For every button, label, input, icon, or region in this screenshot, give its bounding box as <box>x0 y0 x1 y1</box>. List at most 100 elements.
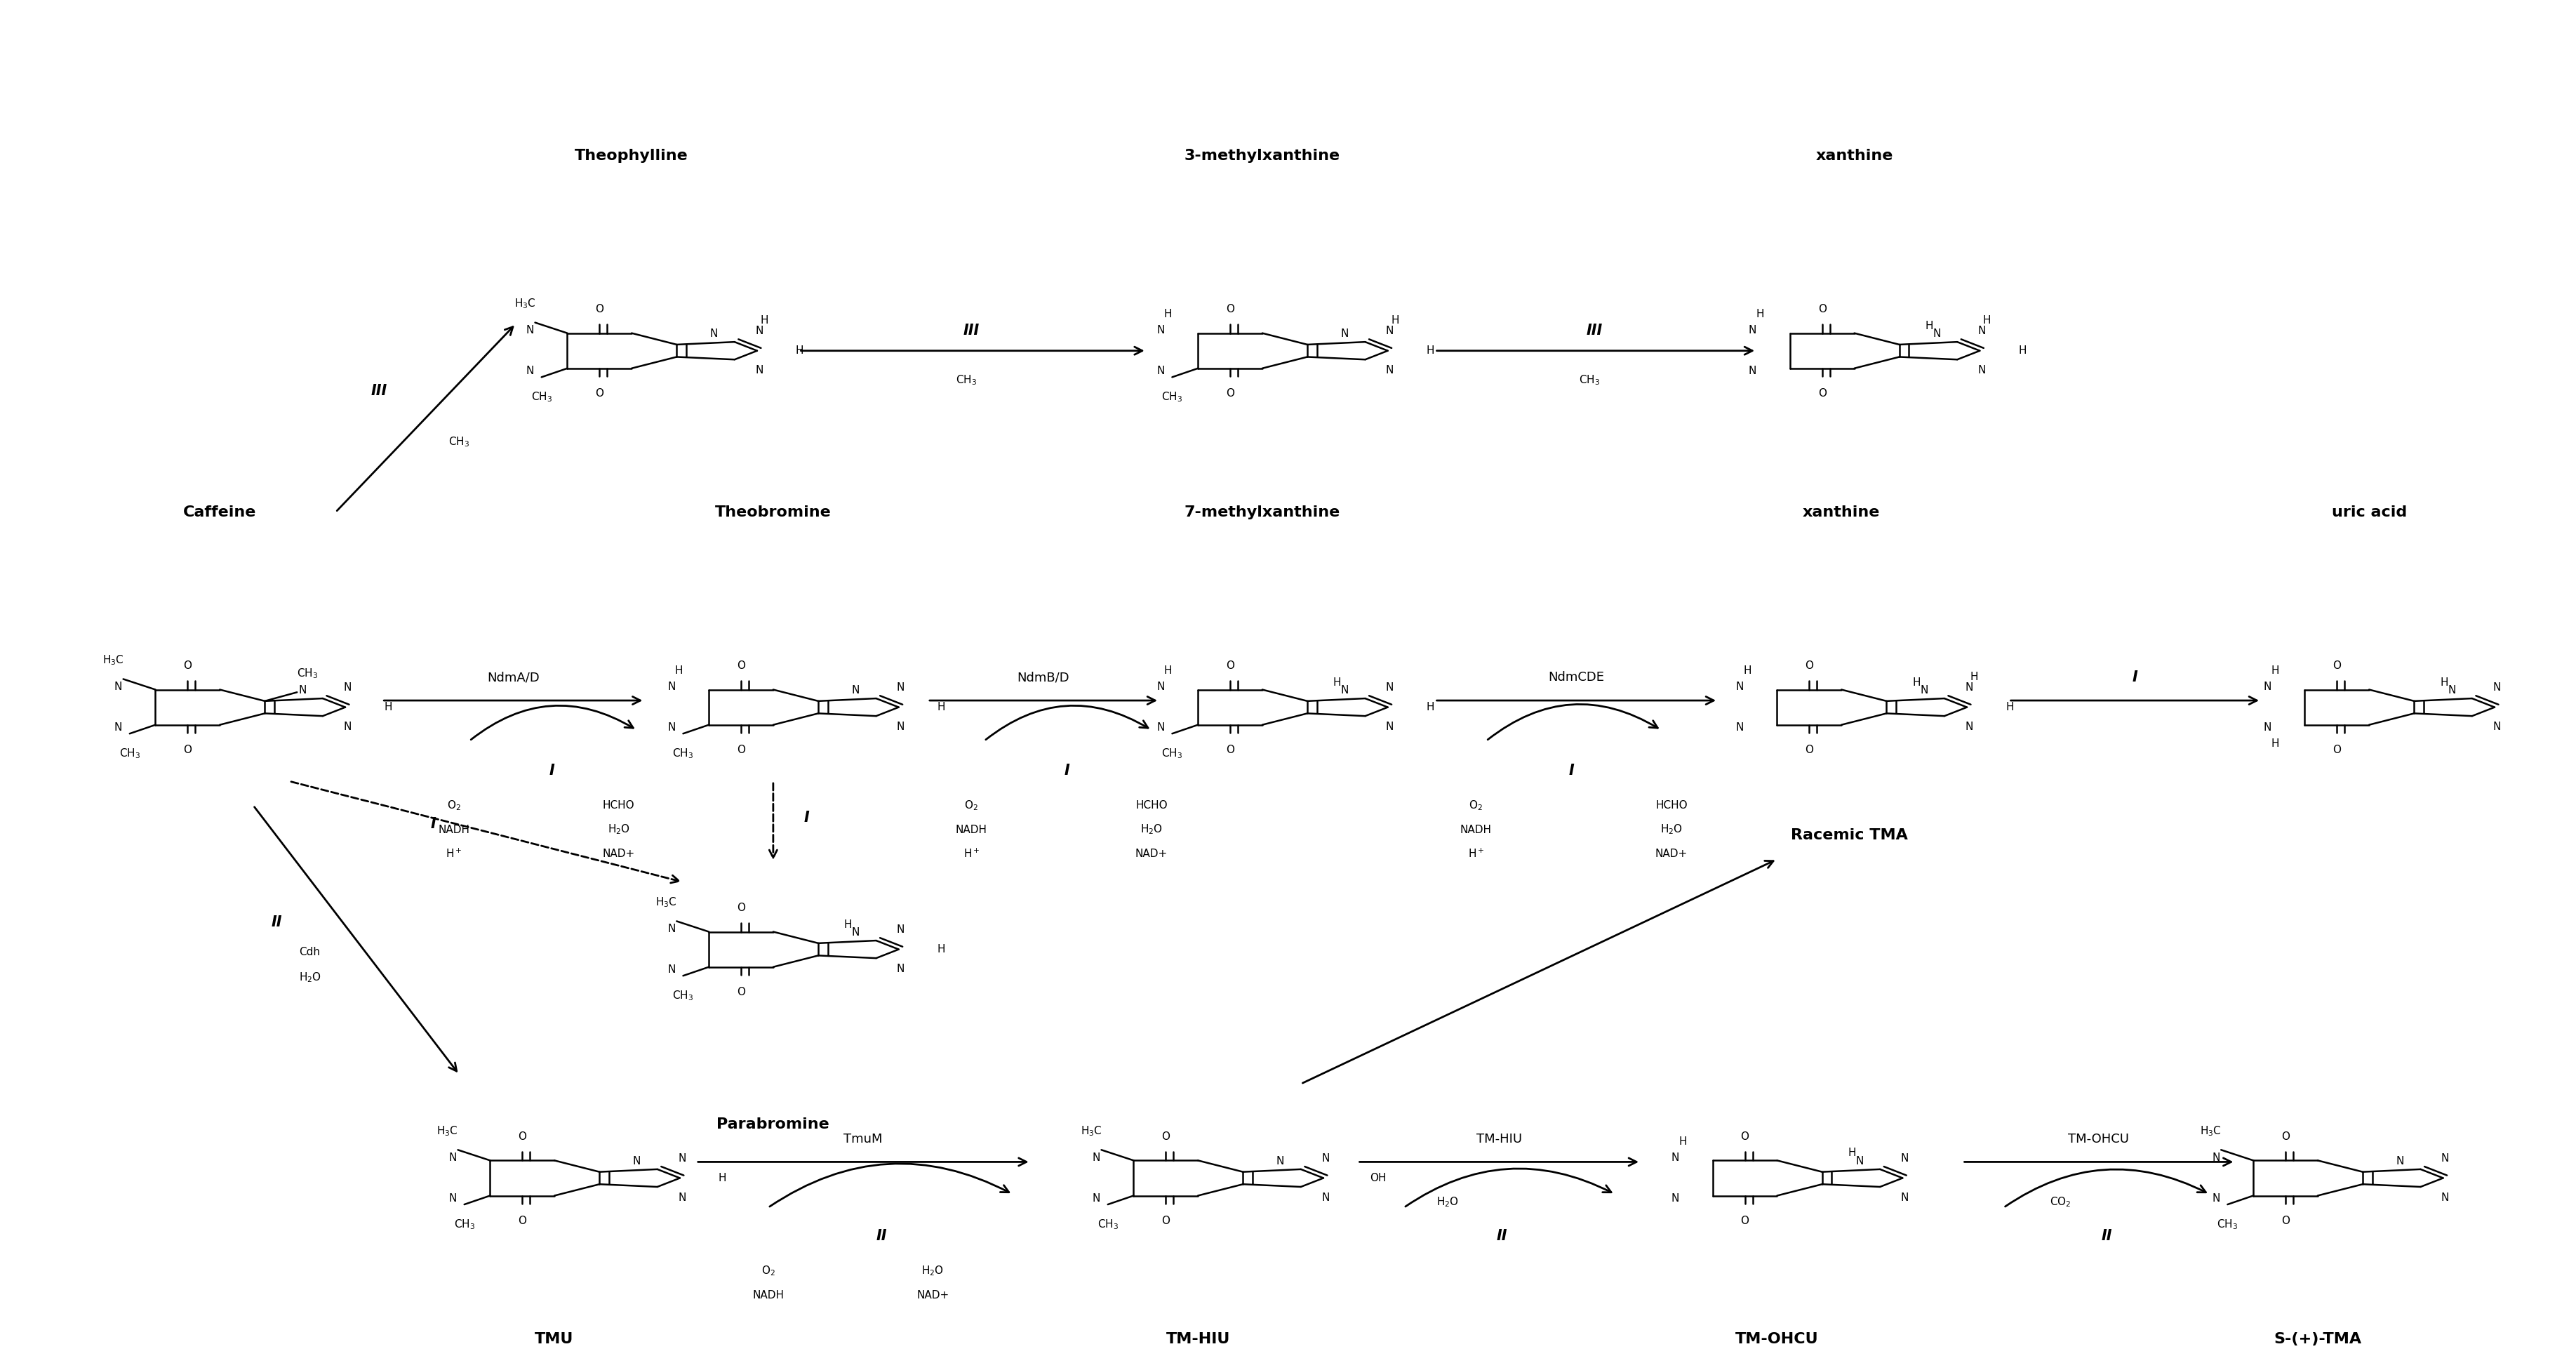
Text: N: N <box>667 924 675 935</box>
Text: H: H <box>760 316 768 326</box>
Text: H$_3$C: H$_3$C <box>515 297 536 310</box>
Text: N: N <box>1340 329 1350 339</box>
Text: I: I <box>430 817 435 831</box>
Text: CH$_3$: CH$_3$ <box>118 747 139 761</box>
Text: H: H <box>1391 316 1399 326</box>
Text: II: II <box>270 916 281 929</box>
Text: N: N <box>343 722 350 733</box>
Text: H$_3$C: H$_3$C <box>657 896 677 909</box>
Text: O: O <box>737 660 744 670</box>
Text: N: N <box>1901 1153 1909 1164</box>
Text: N: N <box>343 683 350 693</box>
Text: O: O <box>1162 1132 1170 1141</box>
Text: H$_2$O: H$_2$O <box>299 971 322 985</box>
Text: TMU: TMU <box>536 1333 574 1346</box>
Text: N: N <box>2494 683 2501 693</box>
Text: HCHO: HCHO <box>1656 800 1687 811</box>
Text: H$_3$C: H$_3$C <box>2200 1125 2221 1137</box>
Text: H: H <box>796 345 804 356</box>
Text: N: N <box>1978 326 1986 336</box>
Text: N: N <box>1092 1152 1100 1163</box>
Text: Theobromine: Theobromine <box>716 505 832 519</box>
Text: I: I <box>549 764 554 777</box>
Text: H$^+$: H$^+$ <box>963 847 979 859</box>
Text: N: N <box>634 1156 641 1167</box>
Text: N: N <box>1919 685 1927 696</box>
Text: N: N <box>1386 366 1394 375</box>
Text: N: N <box>896 722 904 733</box>
Text: N: N <box>2213 1152 2221 1163</box>
Text: CH$_3$: CH$_3$ <box>1097 1218 1118 1232</box>
Text: NADH: NADH <box>438 824 469 835</box>
Text: N: N <box>1157 722 1164 733</box>
Text: CH$_3$: CH$_3$ <box>672 747 693 761</box>
Text: 3-methylxanthine: 3-methylxanthine <box>1185 148 1340 163</box>
Text: O: O <box>183 660 191 670</box>
Text: H$_2$O: H$_2$O <box>1141 823 1162 836</box>
Text: H$_2$O: H$_2$O <box>922 1264 943 1278</box>
Text: N: N <box>677 1153 685 1164</box>
Text: Theophylline: Theophylline <box>574 148 688 163</box>
Text: NAD+: NAD+ <box>603 849 634 859</box>
Text: N: N <box>1386 683 1394 693</box>
Text: Cdh: Cdh <box>299 947 319 958</box>
Text: CO$_2$: CO$_2$ <box>2050 1195 2071 1209</box>
Text: H$_2$O: H$_2$O <box>1662 823 1682 836</box>
Text: O: O <box>2282 1215 2290 1226</box>
Text: O: O <box>1819 389 1826 398</box>
Text: H: H <box>1680 1136 1687 1147</box>
Text: N: N <box>1901 1193 1909 1203</box>
Text: H: H <box>675 665 683 676</box>
Text: N: N <box>1340 685 1350 696</box>
Text: NdmB/D: NdmB/D <box>1018 672 1069 684</box>
Text: N: N <box>677 1193 685 1203</box>
Text: I: I <box>1569 764 1574 777</box>
Text: NAD+: NAD+ <box>917 1290 948 1300</box>
Text: xanthine: xanthine <box>1816 148 1893 163</box>
Text: CH$_3$: CH$_3$ <box>453 1218 474 1232</box>
Text: N: N <box>755 366 762 375</box>
Text: O: O <box>595 389 603 398</box>
Text: II: II <box>1497 1229 1507 1242</box>
Text: CH$_3$: CH$_3$ <box>672 989 693 1002</box>
Text: N: N <box>2447 685 2455 696</box>
Text: N: N <box>2442 1193 2450 1203</box>
Text: N: N <box>1278 1156 1285 1167</box>
Text: H: H <box>1911 677 1919 688</box>
Text: NdmCDE: NdmCDE <box>1548 672 1605 684</box>
Text: H: H <box>1164 665 1172 676</box>
Text: H$_3$C: H$_3$C <box>103 654 124 666</box>
Text: NAD+: NAD+ <box>1136 849 1167 859</box>
Text: H$_2$O: H$_2$O <box>1437 1195 1458 1209</box>
Text: H: H <box>2439 677 2447 688</box>
Text: N: N <box>896 924 904 935</box>
Text: O: O <box>2334 660 2342 670</box>
Text: O: O <box>518 1132 526 1141</box>
Text: N: N <box>1092 1193 1100 1203</box>
Text: N: N <box>1321 1153 1329 1164</box>
Text: III: III <box>963 324 979 337</box>
Text: H: H <box>938 944 945 955</box>
Text: N: N <box>1749 325 1757 336</box>
Text: O: O <box>1226 389 1234 398</box>
Text: H: H <box>1427 701 1435 712</box>
Text: N: N <box>1978 366 1986 375</box>
Text: N: N <box>853 927 860 938</box>
Text: N: N <box>896 963 904 974</box>
Text: N: N <box>1157 681 1164 692</box>
Text: H: H <box>938 701 945 712</box>
Text: N: N <box>1386 722 1394 733</box>
Text: NdmA/D: NdmA/D <box>487 672 538 684</box>
Text: OH: OH <box>1370 1172 1386 1183</box>
Text: N: N <box>448 1152 456 1163</box>
Text: O: O <box>1226 745 1234 755</box>
Text: NADH: NADH <box>956 824 987 835</box>
Text: N: N <box>667 965 675 975</box>
Text: H$^+$: H$^+$ <box>1468 847 1484 859</box>
Text: 7-methylxanthine: 7-methylxanthine <box>1185 505 1340 519</box>
Text: N: N <box>2442 1153 2450 1164</box>
Text: TmuM: TmuM <box>845 1133 884 1145</box>
Text: H$^+$: H$^+$ <box>446 847 461 859</box>
Text: N: N <box>711 329 719 339</box>
Text: H: H <box>2007 701 2014 712</box>
